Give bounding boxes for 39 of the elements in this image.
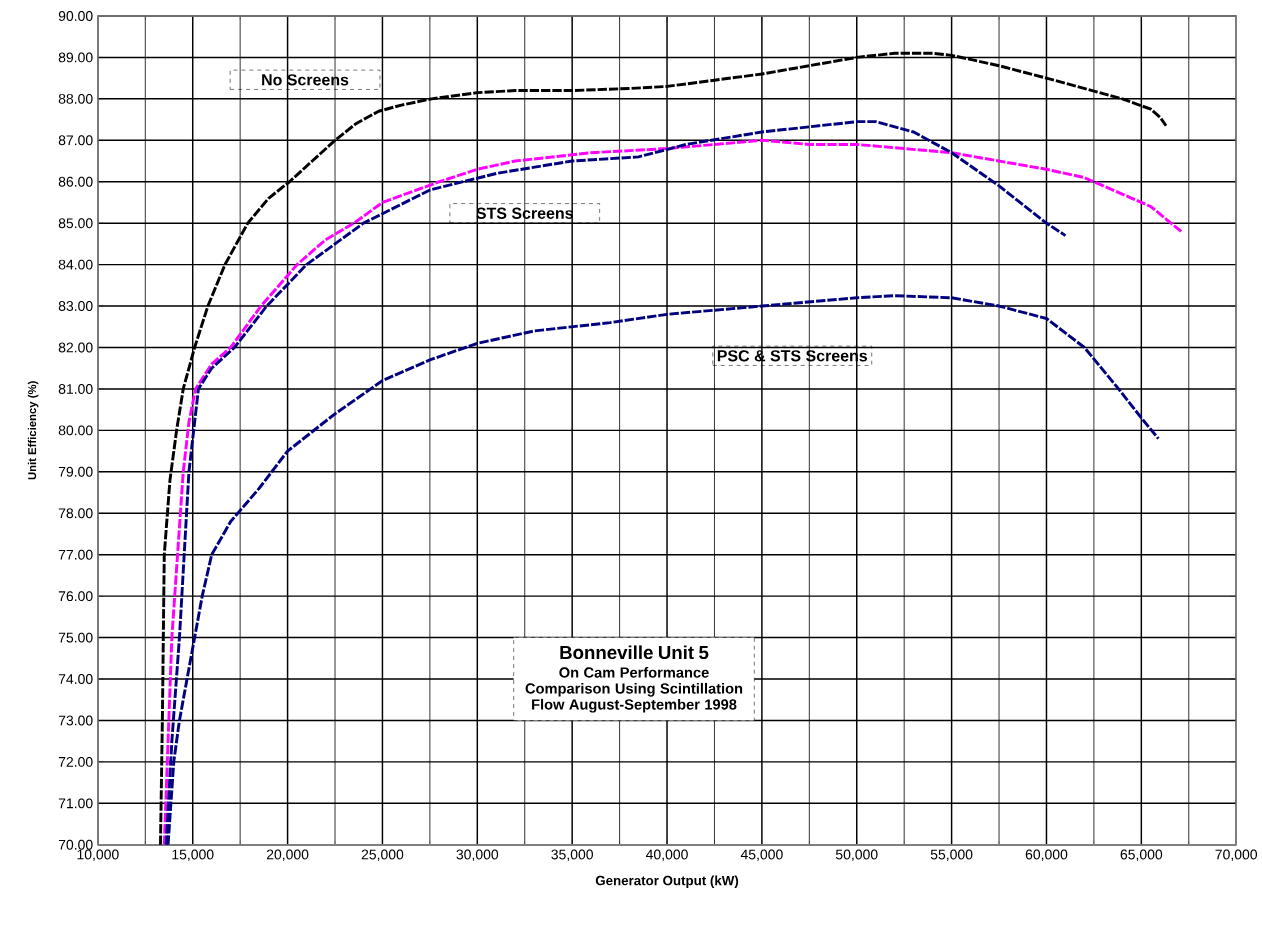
text: Bonneville Unit 5	[560, 645, 709, 660]
y-tick-label: 75.00	[58, 632, 93, 643]
x-tick-label: 30,000	[456, 849, 499, 862]
annotation: No Screens	[262, 74, 349, 86]
x-tick-label: 50,000	[835, 849, 878, 862]
x-tick-label: 55,000	[930, 849, 973, 862]
x-tick-label: 10,000	[77, 849, 119, 862]
y-tick-label: 76.00	[58, 591, 93, 602]
y-tick-label: 86.00	[58, 176, 93, 187]
y-tick-label: 78.00	[58, 508, 93, 519]
y-tick-label: 87.00	[58, 135, 93, 146]
y-tick-label: 90.00	[58, 11, 93, 22]
x-axis-title: Generator Output (kW)	[595, 875, 739, 889]
y-tick-label: 79.00	[58, 467, 93, 477]
y-tick-label: 71.00	[58, 798, 93, 809]
y-tick-label: 81.00	[58, 384, 93, 395]
x-tick-label: 35,000	[551, 849, 593, 862]
y-tick-label: 88.00	[58, 94, 93, 104]
x-tick-label: 65,000	[1120, 849, 1163, 862]
x-tick-label: 70,000	[1215, 849, 1258, 862]
text: On Cam Performance Comparison Using Scintillation Flow August-September 1998	[525, 667, 743, 713]
y-tick-label: 89.00	[58, 52, 93, 63]
x-tick-label: 25,000	[361, 849, 404, 862]
y-tick-label: 77.00	[58, 549, 93, 560]
y-tick-label: 72.00	[58, 757, 93, 768]
x-tick-label: 60,000	[1025, 849, 1068, 862]
y-tick-label: 70.00	[58, 840, 93, 850]
x-tick-label: 40,000	[645, 849, 688, 862]
y-tick-label: 84.00	[58, 259, 93, 270]
y-axis-title: Unit Efficiency (%)	[27, 381, 39, 480]
y-tick-label: 73.00	[58, 715, 93, 726]
y-tick-label: 83.00	[58, 301, 93, 312]
y-tick-label: 80.00	[58, 425, 93, 436]
x-tick-label: 20,000	[266, 849, 309, 862]
x-tick-label: 45,000	[740, 849, 783, 862]
y-tick-label: 74.00	[58, 674, 93, 685]
x-tick-label: 15,000	[172, 849, 214, 862]
y-tick-label: 85.00	[58, 218, 93, 229]
y-tick-label: 82.00	[58, 342, 93, 353]
